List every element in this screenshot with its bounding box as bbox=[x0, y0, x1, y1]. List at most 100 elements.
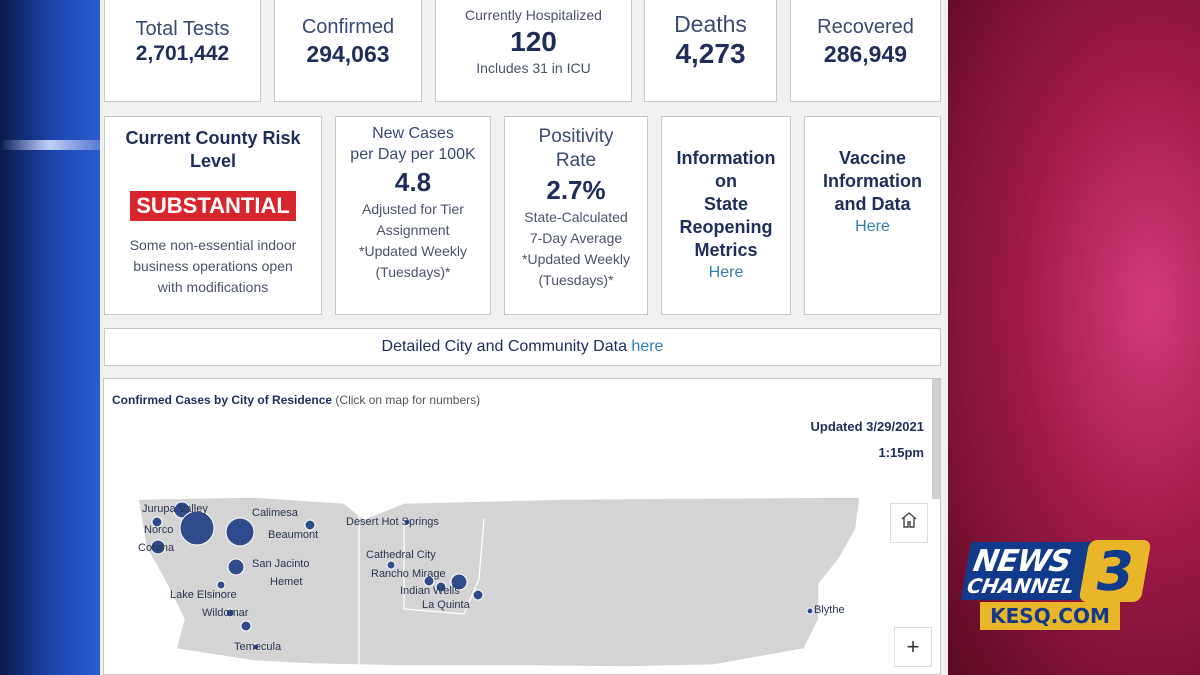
city-case-marker[interactable] bbox=[304, 519, 316, 531]
map-updated-time: 1:15pm bbox=[878, 445, 924, 460]
city-case-marker[interactable] bbox=[386, 560, 396, 570]
city-label: Blythe bbox=[814, 604, 845, 616]
city-label: Lake Elsinore bbox=[170, 589, 237, 601]
city-case-marker[interactable] bbox=[450, 573, 468, 591]
city-markers[interactable] bbox=[150, 501, 814, 651]
deaths-label: Deaths bbox=[674, 11, 747, 37]
city-label: Wildomar bbox=[202, 607, 249, 619]
new-cases-card: New Cases per Day per 100K 4.8 Adjusted … bbox=[335, 116, 491, 315]
city-label: Rancho Mirage bbox=[371, 568, 446, 580]
city-case-marker[interactable] bbox=[423, 575, 435, 587]
city-labels: Jurupa Valley Norco Corona Calimesa Beaumont… bbox=[138, 503, 845, 653]
positivity-line1: State-Calculated bbox=[524, 209, 628, 225]
positivity-line2: 7-Day Average bbox=[529, 230, 623, 246]
positivity-label-line2: Rate bbox=[555, 150, 597, 171]
city-case-marker[interactable] bbox=[151, 516, 163, 528]
city-label: Temecula bbox=[234, 641, 282, 653]
new-cases-line4: (Tuesdays)* bbox=[375, 264, 451, 280]
city-case-marker[interactable] bbox=[806, 607, 814, 615]
city-label: Calimesa bbox=[252, 507, 299, 519]
confirmed-value: 294,063 bbox=[306, 41, 390, 67]
positivity-line3: *Updated Weekly bbox=[522, 251, 630, 267]
risk-level-card: Current County Risk Level SUBSTANTIAL So… bbox=[104, 116, 322, 315]
logo-channel-text: CHANNEL bbox=[965, 574, 1077, 598]
recovered-value: 286,949 bbox=[823, 41, 908, 67]
map-updated-date: Updated 3/29/2021 bbox=[810, 419, 924, 434]
icu-note: Includes 31 in ICU bbox=[476, 60, 591, 76]
recovered-card: Recovered 286,949 bbox=[790, 0, 941, 102]
positivity-value: 2.7% bbox=[546, 175, 606, 205]
city-case-marker[interactable] bbox=[216, 580, 226, 590]
city-case-marker[interactable] bbox=[472, 589, 484, 601]
city-label: La Quinta bbox=[422, 599, 471, 611]
vaccine-line1: Vaccine bbox=[838, 148, 907, 168]
hospitalized-label: Currently Hospitalized bbox=[465, 7, 602, 23]
zoom-in-label: + bbox=[906, 634, 920, 659]
city-case-marker[interactable] bbox=[150, 539, 166, 555]
city-case-marker[interactable] bbox=[173, 501, 191, 519]
logo-site: KESQ.COM bbox=[980, 602, 1120, 630]
dashboard-panel: Total Tests 2,701,442 Confirmed 294,063 … bbox=[100, 0, 948, 675]
city-label: Jurupa Valley bbox=[142, 503, 208, 515]
news-channel-3-logo: NEWS CHANNEL 3 KESQ.COM bbox=[960, 540, 1152, 634]
city-label: Norco bbox=[144, 524, 173, 536]
detailed-data-bar: Detailed City and Community Data here bbox=[104, 328, 941, 366]
new-cases-line3: *Updated Weekly bbox=[359, 243, 467, 259]
city-case-marker[interactable] bbox=[227, 558, 245, 576]
new-cases-label-line2: per Day per 100K bbox=[350, 146, 476, 163]
risk-title-line2: Level bbox=[189, 151, 237, 171]
reopening-line2: on bbox=[715, 171, 737, 191]
map-hint: (Click on map for numbers) bbox=[335, 393, 481, 407]
reopening-line1: Information bbox=[676, 148, 776, 168]
home-button[interactable] bbox=[890, 503, 928, 543]
logo-number: 3 bbox=[1078, 540, 1152, 603]
vaccine-here-link[interactable]: Here bbox=[855, 218, 890, 235]
confirmed-label: Confirmed bbox=[301, 16, 395, 38]
city-label: Hemet bbox=[270, 576, 302, 588]
city-label: Corona bbox=[138, 542, 175, 554]
positivity-card: Positivity Rate 2.7% State-Calculated 7-… bbox=[504, 116, 648, 315]
vaccine-line3: and Data bbox=[834, 194, 911, 214]
light-streak bbox=[0, 140, 100, 150]
map-scrollbar[interactable] bbox=[932, 379, 940, 499]
city-label: San Jacinto bbox=[252, 558, 309, 570]
city-label: Desert Hot Springs bbox=[346, 516, 439, 528]
city-case-marker[interactable] bbox=[403, 518, 411, 526]
deaths-card: Deaths 4,273 bbox=[644, 0, 777, 102]
new-cases-line1: Adjusted for Tier bbox=[362, 201, 464, 217]
map-title: Confirmed Cases by City of Residence (Cl… bbox=[112, 393, 480, 407]
confirmed-card: Confirmed 294,063 bbox=[274, 0, 422, 102]
positivity-label-line1: Positivity bbox=[538, 126, 614, 147]
city-label: Cathedral City bbox=[366, 549, 436, 561]
total-tests-card: Total Tests 2,701,442 bbox=[104, 0, 261, 102]
city-case-marker[interactable] bbox=[435, 581, 447, 593]
detailed-data-link[interactable]: here bbox=[631, 338, 664, 355]
reopening-line3: State bbox=[703, 194, 748, 214]
total-tests-label: Total Tests bbox=[135, 18, 230, 40]
city-case-marker[interactable] bbox=[225, 608, 235, 618]
city-case-marker[interactable] bbox=[225, 517, 255, 547]
hospitalized-value: 120 bbox=[510, 26, 557, 57]
hospitalized-card: Currently Hospitalized 120 Includes 31 i… bbox=[435, 0, 632, 102]
new-cases-label-line1: New Cases bbox=[372, 125, 454, 142]
east-county-boundary bbox=[358, 509, 485, 669]
new-cases-line2: Assignment bbox=[376, 222, 450, 238]
city-case-marker[interactable] bbox=[252, 643, 260, 651]
riverside-county-shape bbox=[137, 496, 861, 668]
zoom-in-button[interactable]: + bbox=[894, 627, 932, 667]
positivity-line4: (Tuesdays)* bbox=[538, 272, 614, 288]
new-cases-value: 4.8 bbox=[394, 167, 432, 197]
map-card: Confirmed Cases by City of Residence (Cl… bbox=[103, 378, 941, 675]
city-label: Indian Wells bbox=[400, 585, 460, 597]
recovered-label: Recovered bbox=[817, 16, 914, 38]
reopening-card: Information on State Reopening Metrics H… bbox=[661, 116, 791, 315]
county-map[interactable]: Jurupa Valley Norco Corona Calimesa Beaumont… bbox=[104, 379, 941, 675]
city-case-marker[interactable] bbox=[179, 510, 215, 546]
risk-desc-line2: business operations open bbox=[133, 258, 293, 274]
risk-level-badge: SUBSTANTIAL bbox=[130, 191, 296, 221]
city-case-marker[interactable] bbox=[240, 620, 252, 632]
reopening-here-link[interactable]: Here bbox=[708, 264, 744, 281]
vaccine-line2: Information bbox=[823, 171, 922, 191]
risk-title-line1: Current County Risk bbox=[125, 128, 301, 148]
reopening-line4: Reopening bbox=[679, 217, 773, 237]
